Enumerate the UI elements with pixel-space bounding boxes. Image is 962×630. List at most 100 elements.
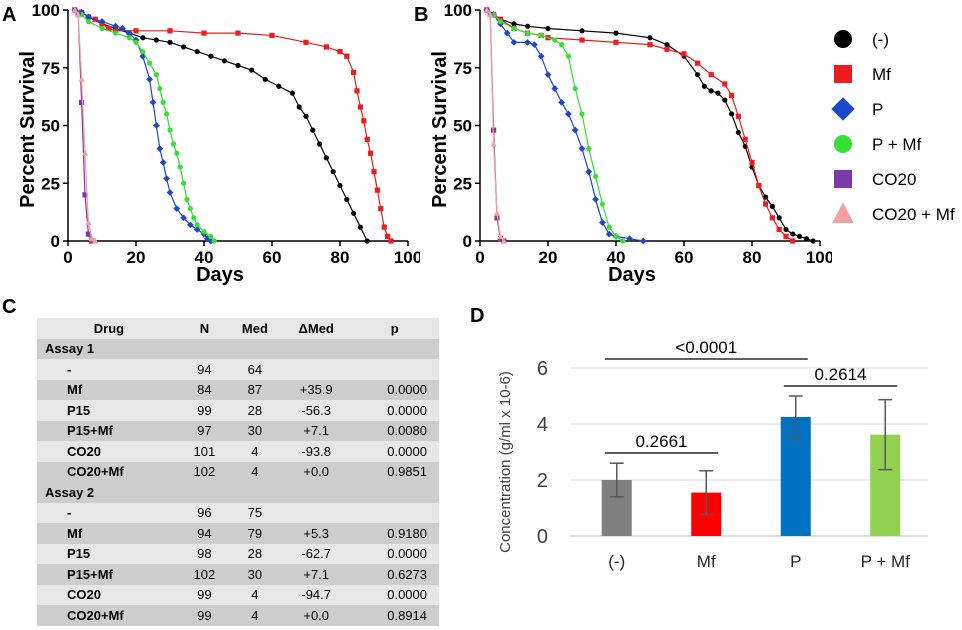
- p-cell: 0.0000: [350, 543, 439, 564]
- med-cell: 28: [227, 400, 282, 421]
- dmed-cell: -94.7: [281, 584, 351, 605]
- data-point: [374, 187, 380, 193]
- data-point: [113, 30, 119, 36]
- dmed-cell: [281, 502, 351, 523]
- data-point: [310, 127, 316, 133]
- data-point: [810, 238, 816, 244]
- drug-cell: Mf: [37, 379, 181, 400]
- category-label: Mf: [697, 552, 716, 571]
- data-point: [337, 48, 343, 55]
- table-row: P15+Mf 102 30 +7.1 0.6273: [37, 564, 439, 585]
- data-point: [493, 209, 501, 216]
- series-mf: [72, 7, 394, 244]
- n-cell: 101: [180, 441, 228, 462]
- n-cell: 98: [180, 543, 228, 564]
- category-label: P: [790, 552, 801, 571]
- data-point: [565, 53, 571, 59]
- p-cell: 0.8914: [350, 605, 439, 626]
- dmed-cell: +0.0: [281, 461, 351, 482]
- data-point: [729, 92, 735, 99]
- drug-cell: P15+Mf: [37, 564, 181, 585]
- legend-item: Mf: [834, 65, 891, 84]
- series-line: [74, 9, 215, 242]
- data-point: [160, 99, 166, 105]
- data-point: [201, 229, 207, 235]
- comparison-label: 0.2661: [636, 432, 688, 451]
- data-point: [729, 111, 735, 117]
- data-point: [354, 88, 360, 94]
- data-point: [166, 189, 174, 196]
- data-point: [149, 99, 157, 106]
- data-point: [599, 219, 606, 226]
- y-tick-label: 50: [453, 117, 472, 136]
- data-point: [221, 58, 227, 64]
- data-point: [769, 203, 775, 209]
- series-line: [74, 9, 392, 242]
- p-cell: [350, 502, 439, 523]
- y-tick-label: 100: [32, 1, 60, 20]
- table-row: P15+Mf 97 30 +7.1 0.0080: [37, 420, 439, 441]
- data-point: [647, 42, 653, 48]
- x-tick-label: 100: [806, 248, 832, 267]
- data-point: [790, 238, 796, 244]
- data-point: [695, 72, 701, 78]
- x-tick-label: 60: [263, 248, 282, 267]
- p-cell: 0.0000: [350, 400, 439, 421]
- y-tick-label: 75: [453, 59, 472, 78]
- legend-marker: [834, 170, 852, 188]
- p-cell: 0.0000: [350, 441, 439, 462]
- legend-label: Mf: [872, 65, 891, 84]
- panel-label-d: D: [470, 305, 485, 327]
- data-point: [763, 194, 769, 200]
- data-point: [106, 25, 112, 32]
- data-point: [490, 140, 497, 147]
- category-label: (-): [608, 552, 625, 571]
- n-cell: 97: [180, 420, 228, 441]
- data-point: [112, 22, 119, 30]
- x-tick-label: 100: [394, 248, 420, 267]
- dmed-cell: -56.3: [281, 400, 351, 421]
- data-point: [357, 224, 363, 230]
- dmed-cell: +7.1: [281, 420, 351, 441]
- data-point: [388, 238, 394, 244]
- table-row: -94 64: [37, 359, 439, 380]
- legend-label: (-): [872, 30, 889, 49]
- drug-cell: CO20+Mf: [37, 605, 181, 626]
- data-point: [193, 226, 201, 233]
- data-point: [620, 238, 626, 244]
- data-point: [487, 11, 494, 18]
- data-point: [184, 196, 190, 203]
- data-point: [201, 30, 207, 36]
- data-point: [708, 88, 714, 94]
- drug-cell: P15+Mf: [37, 420, 181, 441]
- n-cell: 94: [180, 523, 228, 544]
- n-cell: 102: [180, 564, 228, 585]
- legend-item: P: [831, 97, 883, 121]
- data-point: [125, 29, 133, 37]
- series-p-mf: [484, 7, 626, 244]
- data-point: [551, 85, 559, 92]
- data-point: [194, 222, 200, 228]
- data-point: [613, 30, 619, 36]
- data-point: [98, 18, 106, 25]
- col-header-med: Med: [227, 318, 282, 339]
- data-point: [140, 35, 146, 41]
- data-point: [303, 39, 309, 45]
- series-co20-mf: [71, 6, 99, 244]
- data-point: [742, 136, 748, 142]
- data-point: [351, 210, 357, 216]
- dmed-cell: -62.7: [281, 543, 351, 564]
- data-point: [544, 71, 552, 79]
- data-point: [776, 226, 782, 233]
- data-point: [262, 76, 268, 82]
- data-point: [749, 159, 755, 166]
- legend-item: CO20: [834, 170, 916, 189]
- legend-marker: [834, 65, 852, 83]
- series-line: [74, 9, 368, 242]
- data-point: [579, 28, 585, 34]
- med-cell: 4: [227, 441, 282, 462]
- drug-cell: Mf: [37, 523, 181, 544]
- data-point: [180, 214, 187, 222]
- data-point: [85, 231, 91, 237]
- p-cell: 0.0000: [350, 379, 439, 400]
